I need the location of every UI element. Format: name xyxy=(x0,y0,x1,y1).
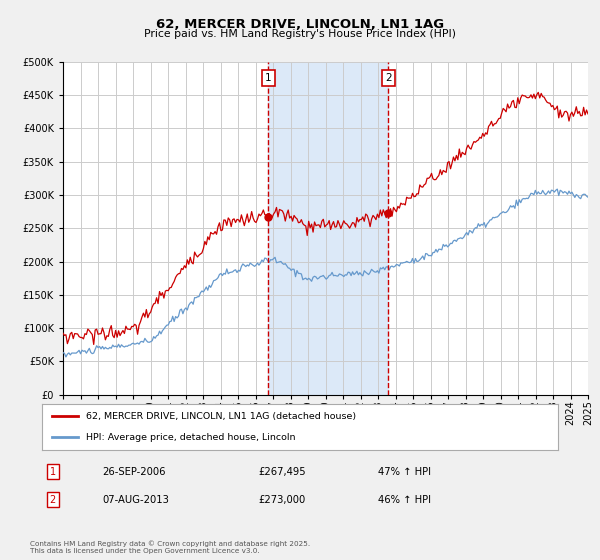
Text: HPI: Average price, detached house, Lincoln: HPI: Average price, detached house, Linc… xyxy=(86,433,295,442)
Text: Price paid vs. HM Land Registry's House Price Index (HPI): Price paid vs. HM Land Registry's House … xyxy=(144,29,456,39)
Text: £267,495: £267,495 xyxy=(258,466,305,477)
Text: Contains HM Land Registry data © Crown copyright and database right 2025.
This d: Contains HM Land Registry data © Crown c… xyxy=(30,541,310,554)
Text: 62, MERCER DRIVE, LINCOLN, LN1 1AG: 62, MERCER DRIVE, LINCOLN, LN1 1AG xyxy=(156,18,444,31)
Text: 1: 1 xyxy=(265,73,272,83)
Text: £273,000: £273,000 xyxy=(258,494,305,505)
Text: 62, MERCER DRIVE, LINCOLN, LN1 1AG (detached house): 62, MERCER DRIVE, LINCOLN, LN1 1AG (deta… xyxy=(86,412,356,421)
Text: 07-AUG-2013: 07-AUG-2013 xyxy=(102,494,169,505)
Text: 1: 1 xyxy=(50,466,56,477)
Text: 47% ↑ HPI: 47% ↑ HPI xyxy=(378,466,431,477)
Text: 46% ↑ HPI: 46% ↑ HPI xyxy=(378,494,431,505)
Text: 2: 2 xyxy=(385,73,392,83)
Text: 2: 2 xyxy=(50,494,56,505)
Bar xyxy=(268,62,388,395)
Text: 26-SEP-2006: 26-SEP-2006 xyxy=(102,466,166,477)
